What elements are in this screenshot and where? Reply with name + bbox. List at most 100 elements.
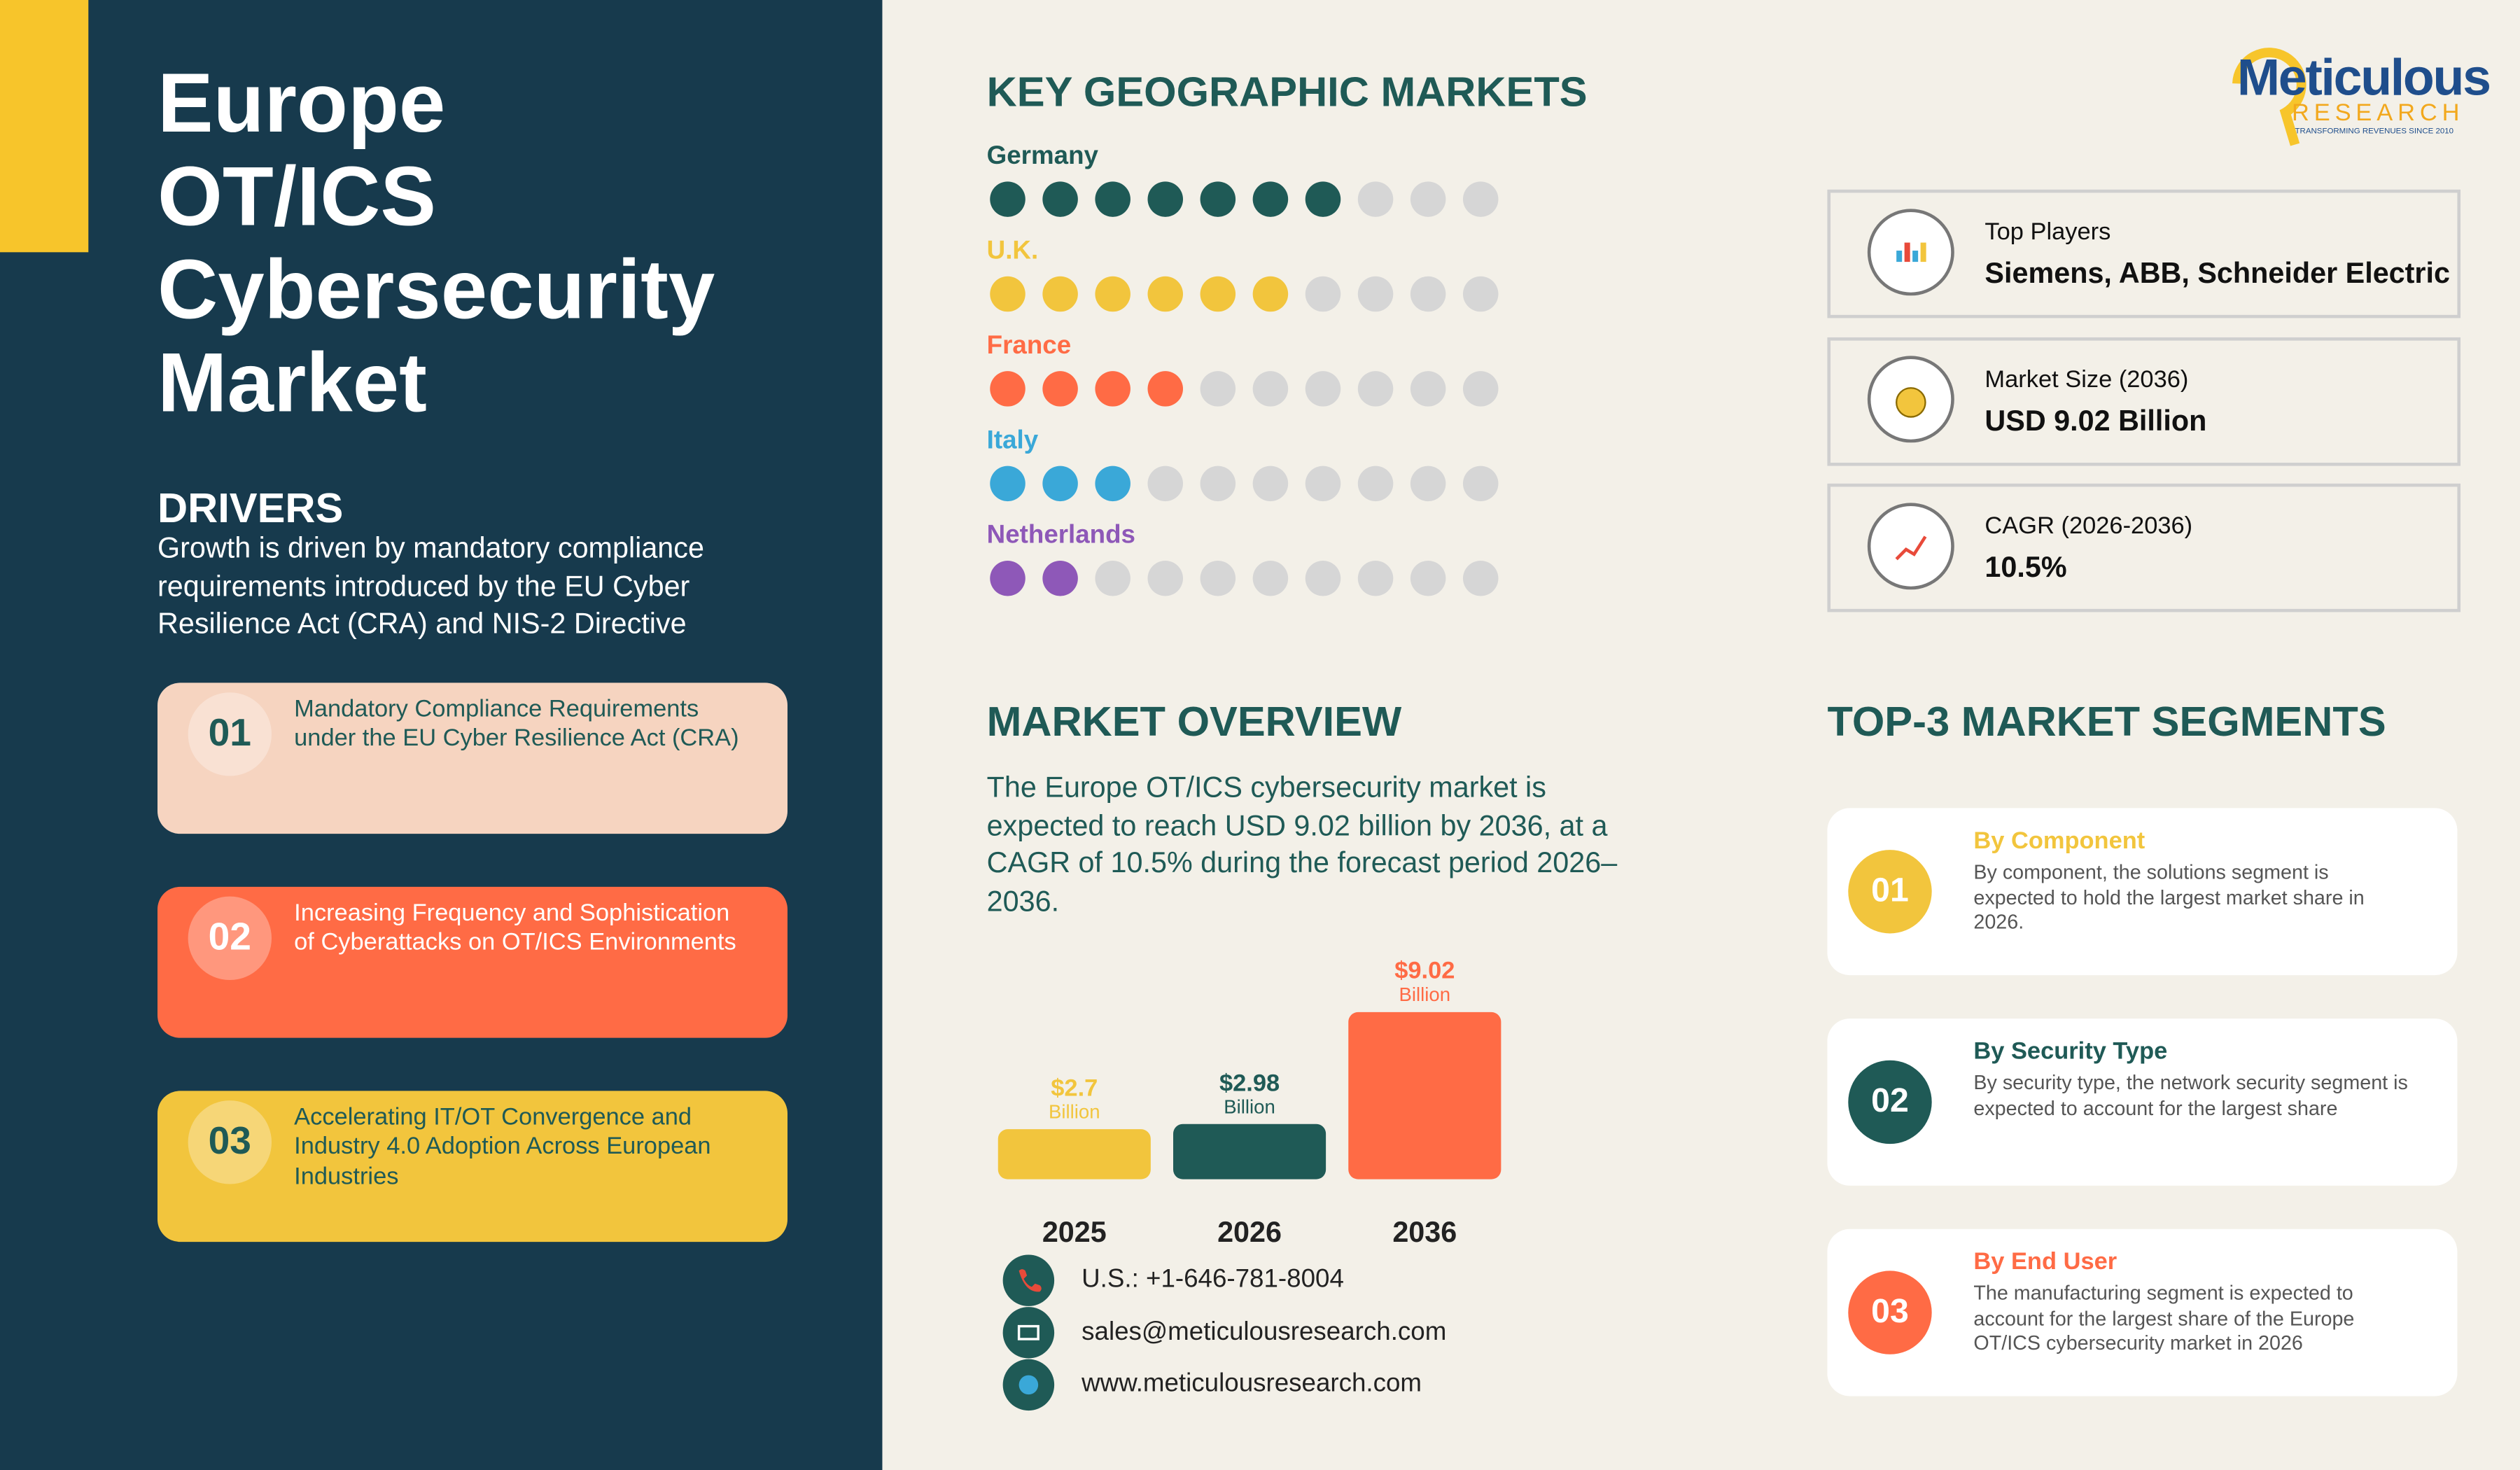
- bar-value-label: $2.98: [1219, 1069, 1280, 1097]
- driver-card: 02 Increasing Frequency and Sophisticatio…: [157, 886, 788, 1038]
- dot-empty: [1252, 560, 1289, 596]
- dot-filled: [1305, 181, 1341, 217]
- dot-filled: [1147, 276, 1184, 312]
- driver-number-circle: [188, 692, 272, 776]
- contact-text: sales@meticulousresearch.com: [1082, 1318, 1447, 1346]
- dot-filled: [1042, 560, 1078, 596]
- title-line: Market: [157, 337, 427, 431]
- dot-empty: [1410, 560, 1446, 596]
- title-line: Europe: [157, 57, 446, 151]
- bar-unit-label: Billion: [1049, 1100, 1100, 1123]
- stat-value: Siemens, ABB, Schneider Electric: [1984, 257, 2450, 290]
- dot-empty: [1410, 181, 1446, 217]
- icon-bar: [1920, 242, 1926, 262]
- country-name: Germany: [986, 143, 1098, 171]
- dot-filled: [1252, 181, 1289, 217]
- phone-glyph: [1018, 1269, 1042, 1292]
- dot-empty: [1462, 181, 1499, 217]
- dot-filled: [1095, 465, 1130, 502]
- bar-category: 2025: [1042, 1216, 1107, 1249]
- bar: [1348, 1011, 1502, 1180]
- dot-filled: [990, 181, 1026, 217]
- segment-number: 02: [1848, 1060, 1932, 1144]
- bar-category: 2026: [1217, 1216, 1282, 1249]
- dot-filled: [990, 276, 1026, 312]
- dot-filled: [1147, 181, 1184, 217]
- segments-heading: TOP-3 MARKET SEGMENTS: [1827, 697, 2386, 746]
- contact-text: www.meticulousresearch.com: [1082, 1370, 1422, 1398]
- logo-name: Meticulous: [2236, 48, 2491, 106]
- dot-filled: [1200, 181, 1236, 217]
- stat-label: Top Players: [1984, 218, 2111, 246]
- icon-trend: [1895, 536, 1927, 561]
- dot-empty: [1200, 371, 1236, 407]
- dot-filled: [1252, 276, 1289, 312]
- title-line: OT/ICS: [157, 150, 436, 244]
- driver-text: Increasing Frequency and Sophistication …: [294, 899, 736, 957]
- driver-card: 01 Mandatory Compliance Requirements unde…: [157, 682, 788, 834]
- dot-empty: [1462, 276, 1499, 312]
- bar-unit-label: Billion: [1224, 1095, 1275, 1118]
- icon-bar: [1904, 242, 1910, 262]
- segment-card: 03 By End User The manufacturing segment i…: [1827, 1228, 2458, 1396]
- accent-bar: [0, 0, 89, 253]
- bar-value-label: $9.02: [1394, 957, 1455, 985]
- logo-tagline: TRANSFORMING REVENUES SINCE 2010: [2295, 127, 2454, 137]
- country-name: Netherlands: [986, 522, 1135, 550]
- icon-coin: [1896, 387, 1926, 418]
- driver-number-circle: [188, 896, 272, 981]
- dot-empty: [1410, 465, 1446, 502]
- title-line: Cybersecurity: [157, 244, 715, 337]
- driver-number: 01: [208, 711, 251, 755]
- dot-filled: [1147, 371, 1184, 407]
- country-name: Italy: [986, 427, 1039, 455]
- driver-number: 03: [208, 1119, 251, 1163]
- dot-filled: [1042, 465, 1078, 502]
- dot-filled: [1042, 371, 1078, 407]
- dot-empty: [1147, 560, 1184, 596]
- stat-value: 10.5%: [1984, 551, 2067, 584]
- dot-filled: [1042, 181, 1078, 217]
- dot-filled: [1095, 181, 1130, 217]
- logo-mark: [2232, 48, 2306, 146]
- dot-empty: [1462, 560, 1499, 596]
- segment-text: By security type, the network security s…: [1973, 1071, 2408, 1120]
- bar: [997, 1129, 1151, 1180]
- logo-sub: RESEARCH: [2291, 99, 2465, 127]
- segment-text: By component, the solutions segment is e…: [1973, 861, 2365, 934]
- overview-text: The Europe OT/ICS cybersecurity market i…: [986, 771, 1618, 917]
- icon-bar: [1912, 251, 1919, 262]
- dot-empty: [1252, 371, 1289, 407]
- dot-empty: [1305, 371, 1341, 407]
- stat-label: CAGR (2026-2036): [1984, 512, 2193, 540]
- icon-bar: [1896, 251, 1903, 262]
- stat-label: Market Size (2036): [1984, 365, 2189, 393]
- bar-category: 2036: [1392, 1216, 1457, 1249]
- geo-heading: KEY GEOGRAPHIC MARKETS: [986, 67, 1588, 116]
- dot-empty: [1357, 465, 1394, 502]
- segment-title: By Component: [1973, 827, 2146, 855]
- stat-box: [1827, 336, 2461, 465]
- web-glyph: [1018, 1375, 1039, 1395]
- dot-filled: [1095, 371, 1130, 407]
- country-name: France: [986, 332, 1072, 360]
- stat-icon: [1867, 503, 1954, 590]
- contact-icon: [1002, 1254, 1055, 1306]
- bar-value-label: $2.7: [1051, 1074, 1098, 1102]
- segment-title: By Security Type: [1973, 1037, 2168, 1065]
- dot-empty: [1462, 371, 1499, 407]
- dot-filled: [1042, 276, 1078, 312]
- dot-empty: [1200, 560, 1236, 596]
- dot-filled: [1095, 276, 1130, 312]
- drivers-text: Growth is driven by mandatory compliance…: [157, 531, 704, 640]
- dot-empty: [1357, 181, 1394, 217]
- driver-number: 02: [208, 916, 251, 960]
- segment-card: 02 By Security Type By security type, the …: [1827, 1018, 2458, 1186]
- dot-empty: [1462, 465, 1499, 502]
- driver-number-circle: [188, 1100, 272, 1184]
- segment-number: 01: [1848, 850, 1932, 934]
- dot-empty: [1095, 560, 1130, 596]
- drivers-heading: DRIVERS: [157, 483, 344, 532]
- dot-empty: [1410, 276, 1446, 312]
